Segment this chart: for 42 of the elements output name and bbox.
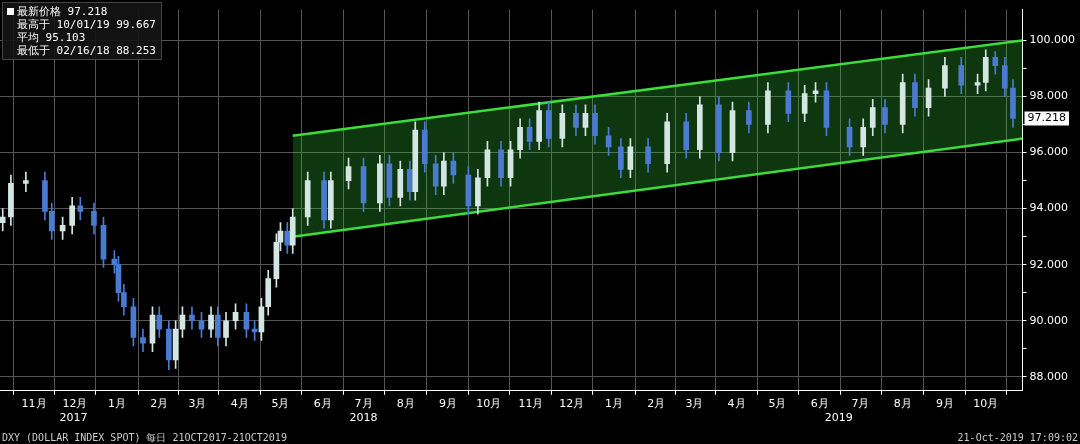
x-tick-label: 10月 xyxy=(476,397,502,411)
x-tick-label: 8月 xyxy=(396,397,415,411)
x-tick-label: 9月 xyxy=(935,397,954,411)
y-tick-label: 90.000 xyxy=(1029,313,1069,327)
annotation: 最高于 10/01/19 99.667 xyxy=(17,18,156,31)
x-tick-label: 4月 xyxy=(230,397,249,411)
x-tick-label: 3月 xyxy=(685,397,704,411)
y-tick-label: 100.000 xyxy=(1029,33,1076,47)
x-tick-label: 2月 xyxy=(150,397,169,411)
x-tick-label: 10月 xyxy=(973,397,999,411)
x2-tick-label: 2018 xyxy=(349,410,378,424)
annotation: 最新价格 97.218 xyxy=(17,5,108,18)
x-tick-label: 8月 xyxy=(893,397,912,411)
x-tick-label: 4月 xyxy=(727,397,746,411)
x-tick-label: 5月 xyxy=(768,397,787,411)
y-tick-label: 96.000 xyxy=(1029,145,1069,159)
x-tick-label: 6月 xyxy=(313,397,332,411)
x-tick-label: 5月 xyxy=(271,397,290,411)
x2-tick-label: 2019 xyxy=(824,410,853,424)
x-tick-label: 9月 xyxy=(438,397,457,411)
x2-tick-label: 2017 xyxy=(59,410,88,424)
x-tick-label: 1月 xyxy=(108,397,127,411)
x-tick-label: 6月 xyxy=(810,397,829,411)
text: DXY (DOLLAR INDEX SPOT) 每日 21OCT2017-21OCT2019 xyxy=(2,431,287,443)
x-tick-label: 2月 xyxy=(647,397,666,411)
y-tick-label: 88.000 xyxy=(1029,369,1069,383)
x-tick-label: 3月 xyxy=(188,397,207,411)
x-tick-label: 7月 xyxy=(354,397,373,411)
annotation: 97.218 xyxy=(1027,111,1067,125)
text: 21-Oct-2019 17:09:02 xyxy=(957,431,1078,443)
y-tick-label: 98.000 xyxy=(1029,89,1069,103)
x-tick-label: 1月 xyxy=(605,397,624,411)
x-tick-label: 7月 xyxy=(851,397,870,411)
y-tick-label: 92.000 xyxy=(1029,257,1069,271)
annotation: 最低于 02/16/18 88.253 xyxy=(17,44,156,57)
x-tick-label: 11月 xyxy=(21,397,47,411)
annotation: 平均 95.103 xyxy=(17,31,86,44)
x-tick-label: 11月 xyxy=(518,397,544,411)
x-tick-label: 12月 xyxy=(62,397,88,411)
x-tick-label: 12月 xyxy=(559,397,585,411)
y-tick-label: 94.000 xyxy=(1029,201,1069,215)
candlestick xyxy=(23,171,29,193)
